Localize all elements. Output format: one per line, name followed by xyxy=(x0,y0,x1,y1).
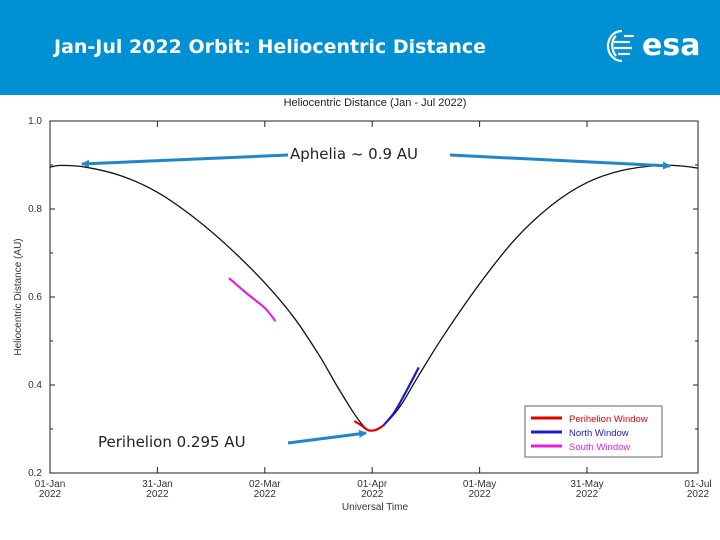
series-line-orbit xyxy=(49,164,699,432)
y-tick-label: 0.2 xyxy=(28,468,42,479)
slide-header: Jan-Jul 2022 Orbit: Heliocentric Distanc… xyxy=(0,0,720,95)
x-tick-label: 31-Jan xyxy=(142,479,173,490)
slide-title: Jan-Jul 2022 Orbit: Heliocentric Distanc… xyxy=(54,36,487,58)
x-tick-label: 31-May xyxy=(570,479,603,490)
legend: Perihelion Window North Window South Win… xyxy=(524,405,663,458)
perihelion-annotation: Perihelion 0.295 AU xyxy=(96,433,248,451)
x-tick-year: 2022 xyxy=(254,489,277,500)
x-tick-year: 2022 xyxy=(468,489,491,500)
y-tick-label: 1.0 xyxy=(28,116,42,127)
chart-title: Heliocentric Distance (Jan - Jul 2022) xyxy=(284,97,467,109)
legend-label-perihelion: Perihelion Window xyxy=(569,414,648,425)
x-axis-label: Universal Time xyxy=(342,502,409,513)
legend-label-north: North Window xyxy=(569,428,629,439)
series-line-south-window xyxy=(228,277,277,322)
series-line-perihelion-window xyxy=(353,420,384,432)
y-tick-label: 0.8 xyxy=(28,204,42,215)
aphelia-right-arrow xyxy=(449,153,671,170)
x-tick-label: 01-Jul xyxy=(684,479,711,490)
x-tick-year: 2022 xyxy=(146,489,169,500)
aphelia-annotation: Aphelia ~ 0.9 AU xyxy=(288,145,421,163)
x-tick-year: 2022 xyxy=(576,489,599,500)
x-axis: 01-Jan202231-Jan202202-Mar202201-Apr2022… xyxy=(35,121,712,500)
x-tick-label: 02-Mar xyxy=(249,479,281,490)
y-tick-label: 0.4 xyxy=(28,380,42,391)
x-tick-label: 01-Apr xyxy=(357,479,388,490)
distance-chart: Heliocentric Distance (Jan - Jul 2022) 0… xyxy=(13,97,712,513)
esa-globe-icon xyxy=(606,29,634,63)
x-tick-year: 2022 xyxy=(687,489,710,500)
esa-logo: esa xyxy=(604,26,704,66)
y-axis-label: Heliocentric Distance (AU) xyxy=(13,238,24,355)
aphelia-left-arrow xyxy=(81,153,289,168)
esa-logo-text: esa xyxy=(642,28,701,63)
series-layer xyxy=(49,164,699,432)
series-line-north-window xyxy=(382,366,420,427)
legend-label-south: South Window xyxy=(569,442,630,453)
perihelion-arrow xyxy=(287,429,367,445)
x-tick-label: 01-May xyxy=(463,479,496,490)
x-tick-year: 2022 xyxy=(361,489,384,500)
y-axis: 0.2 0.4 0.6 0.8 1.0 xyxy=(28,116,698,479)
x-tick-label: 01-Jan xyxy=(35,479,66,490)
x-tick-year: 2022 xyxy=(39,489,62,500)
y-tick-label: 0.6 xyxy=(28,292,42,303)
